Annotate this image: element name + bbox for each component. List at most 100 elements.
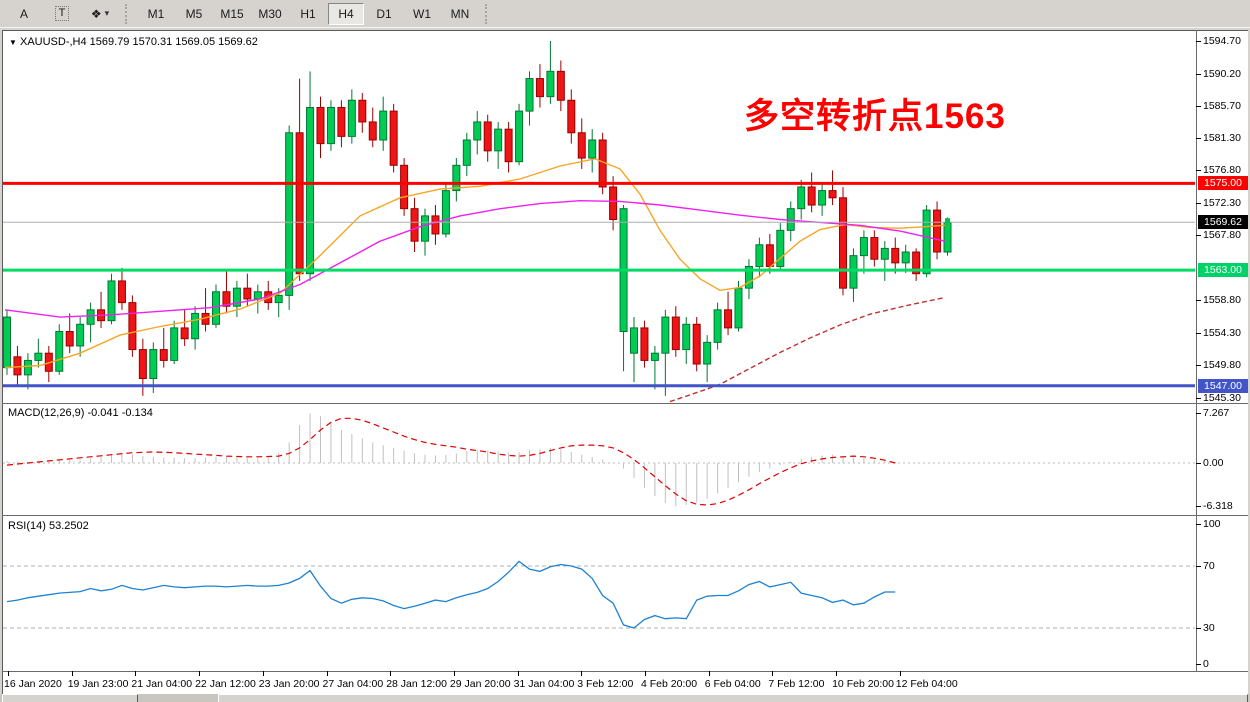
time-axis-label: 27 Jan 04:00	[322, 678, 384, 690]
shapes-tool-button[interactable]: ❖ ▾	[82, 3, 118, 25]
cursor-tool-button[interactable]: A	[19, 6, 28, 21]
time-axis-tick	[390, 671, 392, 676]
price-axis-label: 1594.70	[1203, 35, 1241, 47]
price-axis-tick	[1196, 300, 1201, 302]
price-axis-label: 1576.80	[1203, 164, 1241, 177]
rsi-axis-tick	[1196, 628, 1201, 629]
bottom-panel-segment[interactable]	[218, 694, 1248, 702]
price-axis-tick	[1196, 332, 1201, 334]
macd-axis-tick	[1196, 413, 1201, 414]
time-axis-tick	[262, 671, 264, 676]
time-axis-label: 21 Jan 04:00	[131, 678, 193, 690]
price-axis-tick	[1196, 397, 1201, 399]
price-axis-tick	[1196, 365, 1201, 367]
price-axis-tick	[1196, 41, 1201, 42]
time-axis-label: 16 Jan 2020	[4, 678, 62, 690]
macd-axis-label: 7.267	[1203, 407, 1230, 419]
macd-axis-label: 0.00	[1203, 457, 1224, 469]
time-axis-label: 4 Feb 20:00	[641, 678, 698, 690]
price-axis-tick	[1196, 202, 1201, 204]
timeframe-button-m30[interactable]: M30	[258, 6, 282, 21]
time-axis-tick	[772, 671, 774, 676]
time-axis-label: 28 Jan 12:00	[386, 678, 447, 690]
rsi-axis-label: 30	[1203, 622, 1215, 634]
time-axis-label: 3 Feb 12:00	[577, 678, 634, 690]
rsi-indicator-label: RSI(14) 53.2502	[8, 520, 89, 532]
macd-axis-tick	[1196, 506, 1201, 508]
time-axis-tick	[326, 671, 328, 676]
macd-indicator-label: MACD(12,26,9) -0.041 -0.134	[8, 407, 153, 419]
time-axis-tick	[836, 671, 838, 676]
time-axis-label: 19 Jan 23:00	[67, 678, 129, 690]
time-axis-label: 31 Jan 04:00	[513, 678, 575, 690]
time-axis-tick	[645, 671, 646, 676]
symbol-ohlc-readout[interactable]: ▼ XAUUSD-,H4 1569.79 1570.31 1569.05 156…	[9, 36, 258, 48]
rsi-axis-tick	[1196, 524, 1201, 525]
bottom-bar	[0, 694, 1250, 702]
price-axis-tick	[1196, 235, 1201, 237]
price-axis-border	[1196, 30, 1197, 671]
timeframe-button-m5[interactable]: M5	[185, 6, 203, 21]
rsi-axis-tick	[1196, 566, 1201, 567]
price-axis-label: 1545.30	[1203, 391, 1241, 404]
price-axis-tick	[1196, 73, 1201, 75]
time-axis-tick	[581, 671, 583, 676]
price-axis-label: 1572.30	[1203, 196, 1241, 209]
rsi-axis-label: 0	[1203, 658, 1209, 670]
time-axis-label: 6 Feb 04:00	[704, 678, 761, 690]
toolbar-separator	[125, 3, 131, 24]
price-axis-label: 1585.70	[1203, 100, 1241, 113]
price-axis-label: 1549.80	[1203, 359, 1241, 372]
time-axis-label: 7 Feb 12:00	[768, 678, 825, 690]
time-axis-tick	[453, 671, 455, 676]
chevron-down-icon: ▾	[104, 8, 110, 18]
time-axis-tick	[8, 671, 9, 676]
toolbar: A T ❖ ▾ M1 M5 M15 M30 H1 H4 D1 W1 MN	[0, 0, 1250, 28]
rsi-axis-label: 100	[1203, 518, 1221, 530]
timeframe-button-d1[interactable]: D1	[376, 6, 392, 21]
price-axis-tick	[1196, 137, 1201, 139]
rsi-axis-tick	[1196, 664, 1201, 665]
time-axis-label: 12 Feb 04:00	[895, 678, 958, 690]
timeframe-button-mn[interactable]: MN	[450, 6, 470, 21]
time-axis-tick	[708, 671, 710, 676]
price-axis-tick	[1196, 106, 1201, 108]
text-tool-button[interactable]: T	[44, 3, 80, 25]
rsi-panel-splitter[interactable]	[2, 515, 1248, 516]
time-axis-label: 23 Jan 20:00	[258, 678, 320, 690]
price-axis-tick	[1196, 170, 1201, 172]
time-axis-tick	[517, 671, 519, 676]
macd-axis-tick	[1196, 463, 1201, 464]
toolbar-separator	[485, 3, 491, 24]
price-axis-label: 1554.30	[1203, 326, 1241, 339]
price-badge: 1575.00	[1198, 176, 1248, 191]
time-axis-label: 10 Feb 20:00	[832, 678, 894, 690]
chart-annotation-text: 多空转折点1563	[744, 97, 1006, 136]
rsi-axis-label: 70	[1203, 560, 1215, 572]
shapes-icon: ❖	[90, 6, 102, 21]
price-badge: 1569.62	[1198, 215, 1248, 230]
bottom-panel-segment[interactable]	[2, 694, 138, 702]
symbol-ohlc-text: XAUUSD-,H4 1569.79 1570.31 1569.05 1569.…	[19, 36, 258, 48]
timeframe-button-w1[interactable]: W1	[413, 6, 431, 21]
symbol-dropdown-icon[interactable]: ▼	[9, 38, 17, 47]
timeframe-button-h4[interactable]: H4	[328, 2, 364, 25]
price-axis-label: 1558.80	[1203, 294, 1241, 307]
timeframe-button-h1[interactable]: H1	[300, 6, 316, 21]
macd-panel-splitter[interactable]	[2, 403, 1248, 404]
timeframe-button-m15[interactable]: M15	[220, 6, 244, 21]
time-axis-border	[2, 671, 1248, 672]
timeframe-toolbar: M1 M5 M15 M30 H1 H4 D1 W1 MN	[137, 2, 479, 25]
macd-axis-label: -6.318	[1203, 500, 1233, 513]
time-axis-tick	[135, 671, 137, 676]
time-axis-tick	[71, 671, 73, 676]
price-axis-label: 1581.30	[1203, 131, 1241, 144]
time-axis-label: 29 Jan 20:00	[449, 678, 511, 690]
time-axis-tick	[199, 671, 201, 676]
price-axis-label: 1567.80	[1203, 229, 1241, 242]
chart-workspace[interactable]	[2, 30, 1248, 694]
price-badge: 1547.00	[1198, 378, 1248, 393]
timeframe-button-m1[interactable]: M1	[147, 6, 165, 21]
time-axis-label: 22 Jan 12:00	[195, 678, 256, 690]
